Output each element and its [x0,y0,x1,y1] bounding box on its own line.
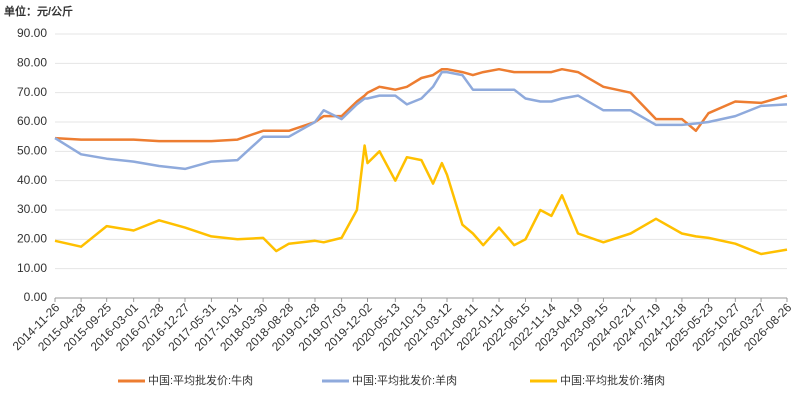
legend-label: 中国:平均批发价:羊肉 [352,373,457,387]
y-tick-label: 90.00 [17,26,47,40]
y-tick-label: 40.00 [17,173,47,187]
series-line [54,67,788,143]
y-tick-label: 20.00 [17,232,47,246]
y-tick-label: 70.00 [17,85,47,99]
chart-title: 单位：元/公斤 [4,4,73,18]
y-tick-label: 0.00 [24,290,48,304]
series-line [54,144,788,256]
y-tick-label: 60.00 [17,114,47,128]
legend-label: 中国:平均批发价:猪肉 [560,373,665,387]
legend-label: 中国:平均批发价:牛肉 [148,373,253,387]
y-tick-label: 10.00 [17,261,47,275]
series-line [54,70,788,171]
y-tick-label: 30.00 [17,202,47,216]
y-tick-label: 50.00 [17,144,47,158]
y-tick-label: 80.00 [17,56,47,70]
